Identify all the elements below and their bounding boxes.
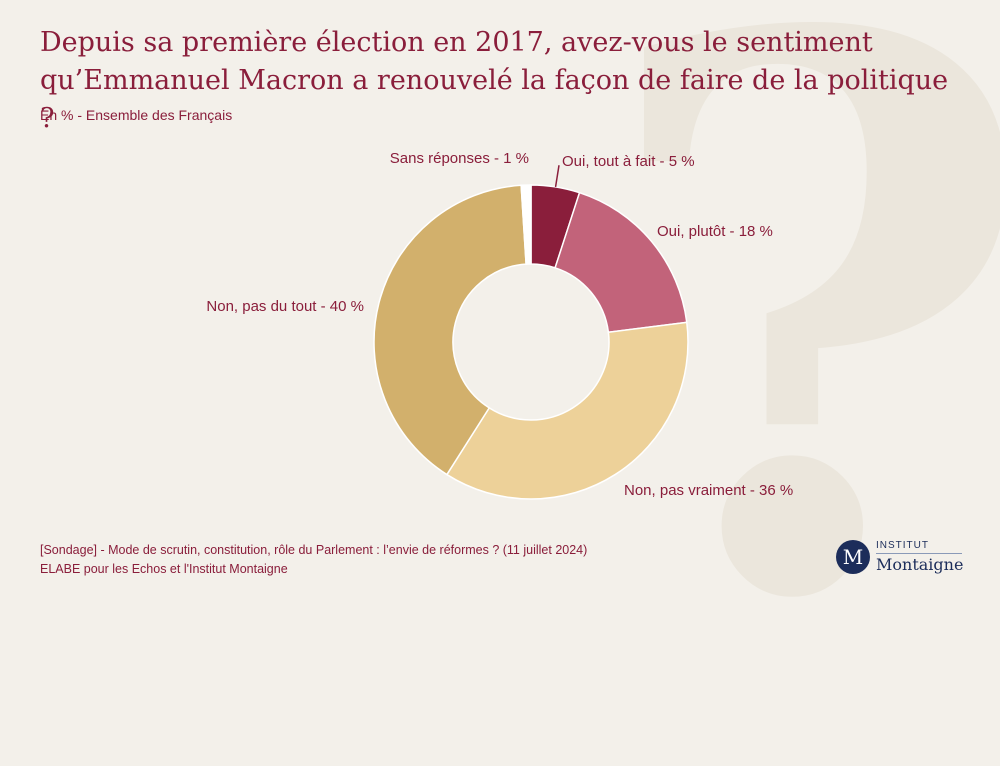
slice-sans-réponses <box>520 184 532 265</box>
slice-label: Sans réponses - 1 % <box>390 150 529 167</box>
slice-label: Oui, tout à fait - 5 % <box>562 153 695 170</box>
logo-bottom-text: Montaigne <box>876 555 964 574</box>
source-footer: [Sondage] - Mode de scrutin, constitutio… <box>40 541 587 579</box>
chart-subtitle: En % - Ensemble des Français <box>40 107 233 123</box>
slice-label: Oui, plutôt - 18 % <box>657 223 773 240</box>
slice-non-pas-vraiment <box>445 321 689 500</box>
leader-line <box>554 165 560 188</box>
chart-title: Depuis sa première élection en 2017, ave… <box>40 27 949 134</box>
logo-monogram: M <box>836 540 870 574</box>
donut-chart: Oui, tout à fait - 5 % Oui, plutôt - 18 %… <box>206 150 793 500</box>
logo-top-text: INSTITUT <box>876 540 962 554</box>
slice-oui-plutôt <box>554 191 688 334</box>
logo-wordmark: INSTITUT Montaigne <box>876 540 963 574</box>
slice-label: Non, pas du tout - 40 % <box>206 298 364 315</box>
source-line-2: ELABE pour les Echos et l'Institut Monta… <box>40 562 288 576</box>
source-line-1: [Sondage] - Mode de scrutin, constitutio… <box>40 543 588 557</box>
institut-montaigne-logo: M INSTITUT Montaigne <box>836 540 963 574</box>
slice-label: Non, pas vraiment - 36 % <box>624 482 793 499</box>
slice-non-pas-du-tout <box>373 184 527 476</box>
